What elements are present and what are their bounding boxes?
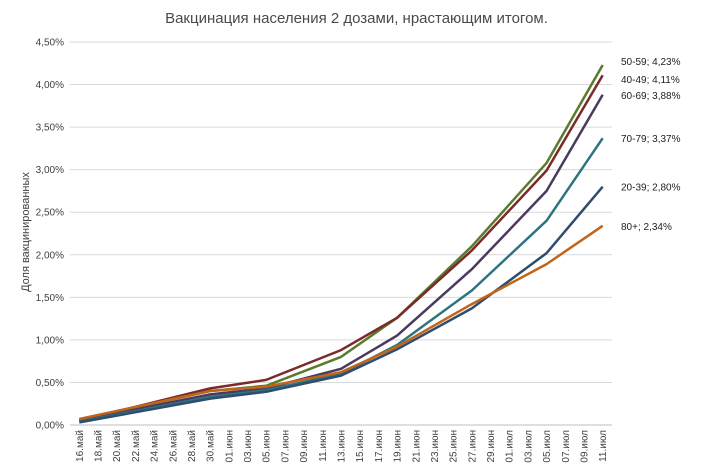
x-tick-label: 03.июн bbox=[243, 430, 254, 463]
series-line-20-39 bbox=[79, 185, 604, 424]
x-tick-label: 13.июн bbox=[337, 430, 348, 463]
x-tick-label: 11.июл bbox=[598, 430, 609, 462]
x-tick-label: 05.июн bbox=[262, 430, 273, 463]
y-tick-labels: 0,00% 0,50% 1,00% 1,50% 2,00% 2,50% 3,00% 3,50%… bbox=[36, 38, 64, 432]
x-tick-label: 23.июн bbox=[430, 430, 441, 463]
x-tick-label: 07.июн bbox=[280, 430, 291, 463]
x-tick-labels: 16.май 18.май 20.май 22.май 24.май 26.май 28.м… bbox=[75, 430, 609, 463]
series-line-60-69 bbox=[79, 94, 604, 422]
x-tick-label: 11.июн bbox=[318, 430, 329, 462]
y-tick-label: 0,00% bbox=[36, 421, 64, 432]
y-tick-label: 2,00% bbox=[36, 250, 64, 261]
x-tick-label: 30.май bbox=[206, 430, 217, 462]
x-tick-label: 27.июн bbox=[467, 430, 478, 463]
x-tick-label: 29.июн bbox=[486, 430, 497, 463]
x-tick-label: 22.май bbox=[131, 430, 142, 462]
series-label-20-39: 20-39; 2,80% bbox=[621, 183, 681, 194]
x-tick-label: 05.июл bbox=[542, 430, 553, 463]
y-tick-label: 1,00% bbox=[36, 335, 64, 346]
x-tick-label: 15.июн bbox=[355, 430, 366, 463]
y-tick-label: 1,50% bbox=[36, 293, 64, 304]
chart-title: Вакцинация населения 2 дозами, нрастающи… bbox=[165, 10, 548, 27]
x-tick-label: 01.июл bbox=[505, 430, 516, 463]
series-label-70-79: 70-79; 3,37% bbox=[621, 134, 681, 145]
series-label-50-59: 50-59; 4,23% bbox=[621, 57, 681, 68]
x-tick-label: 24.май bbox=[150, 430, 161, 462]
x-tick-label: 19.июн bbox=[393, 430, 404, 463]
series-label-40-49: 40-49; 4,11% bbox=[621, 75, 680, 86]
series-line-40-49 bbox=[79, 74, 604, 422]
x-tick-label: 07.июл bbox=[561, 430, 572, 463]
x-tick-label: 21.июн bbox=[411, 430, 422, 463]
series-lines bbox=[79, 64, 604, 424]
x-tick-label: 01.июн bbox=[224, 430, 235, 463]
gridlines bbox=[70, 41, 612, 426]
x-tick-label: 16.май bbox=[75, 430, 86, 462]
y-tick-label: 3,50% bbox=[36, 123, 64, 134]
series-labels: 50-59; 4,23% 40-49; 4,11% 60-69; 3,88% 70-7… bbox=[621, 57, 681, 233]
y-tick-label: 4,00% bbox=[36, 80, 64, 91]
y-tick-label: 4,50% bbox=[36, 38, 64, 49]
x-tick-label: 17.июн bbox=[374, 430, 385, 463]
series-line-70-79 bbox=[79, 137, 604, 423]
x-tick-label: 09.июл bbox=[579, 430, 590, 463]
x-tick-label: 03.июл bbox=[523, 430, 534, 463]
y-tick-label: 2,50% bbox=[36, 208, 64, 219]
x-tick-label: 20.май bbox=[112, 430, 123, 462]
y-tick-label: 0,50% bbox=[36, 378, 64, 389]
x-tick-label: 28.май bbox=[187, 430, 198, 462]
y-tick-label: 3,00% bbox=[36, 165, 64, 176]
x-tick-label: 18.май bbox=[94, 430, 105, 462]
x-tick-label: 09.июн bbox=[299, 430, 310, 463]
x-tick-label: 25.июн bbox=[449, 430, 460, 463]
series-label-60-69: 60-69; 3,88% bbox=[621, 91, 681, 102]
x-tick-label: 26.май bbox=[168, 430, 179, 462]
series-line-80+ bbox=[79, 224, 604, 421]
series-label-80+: 80+; 2,34% bbox=[621, 222, 672, 233]
